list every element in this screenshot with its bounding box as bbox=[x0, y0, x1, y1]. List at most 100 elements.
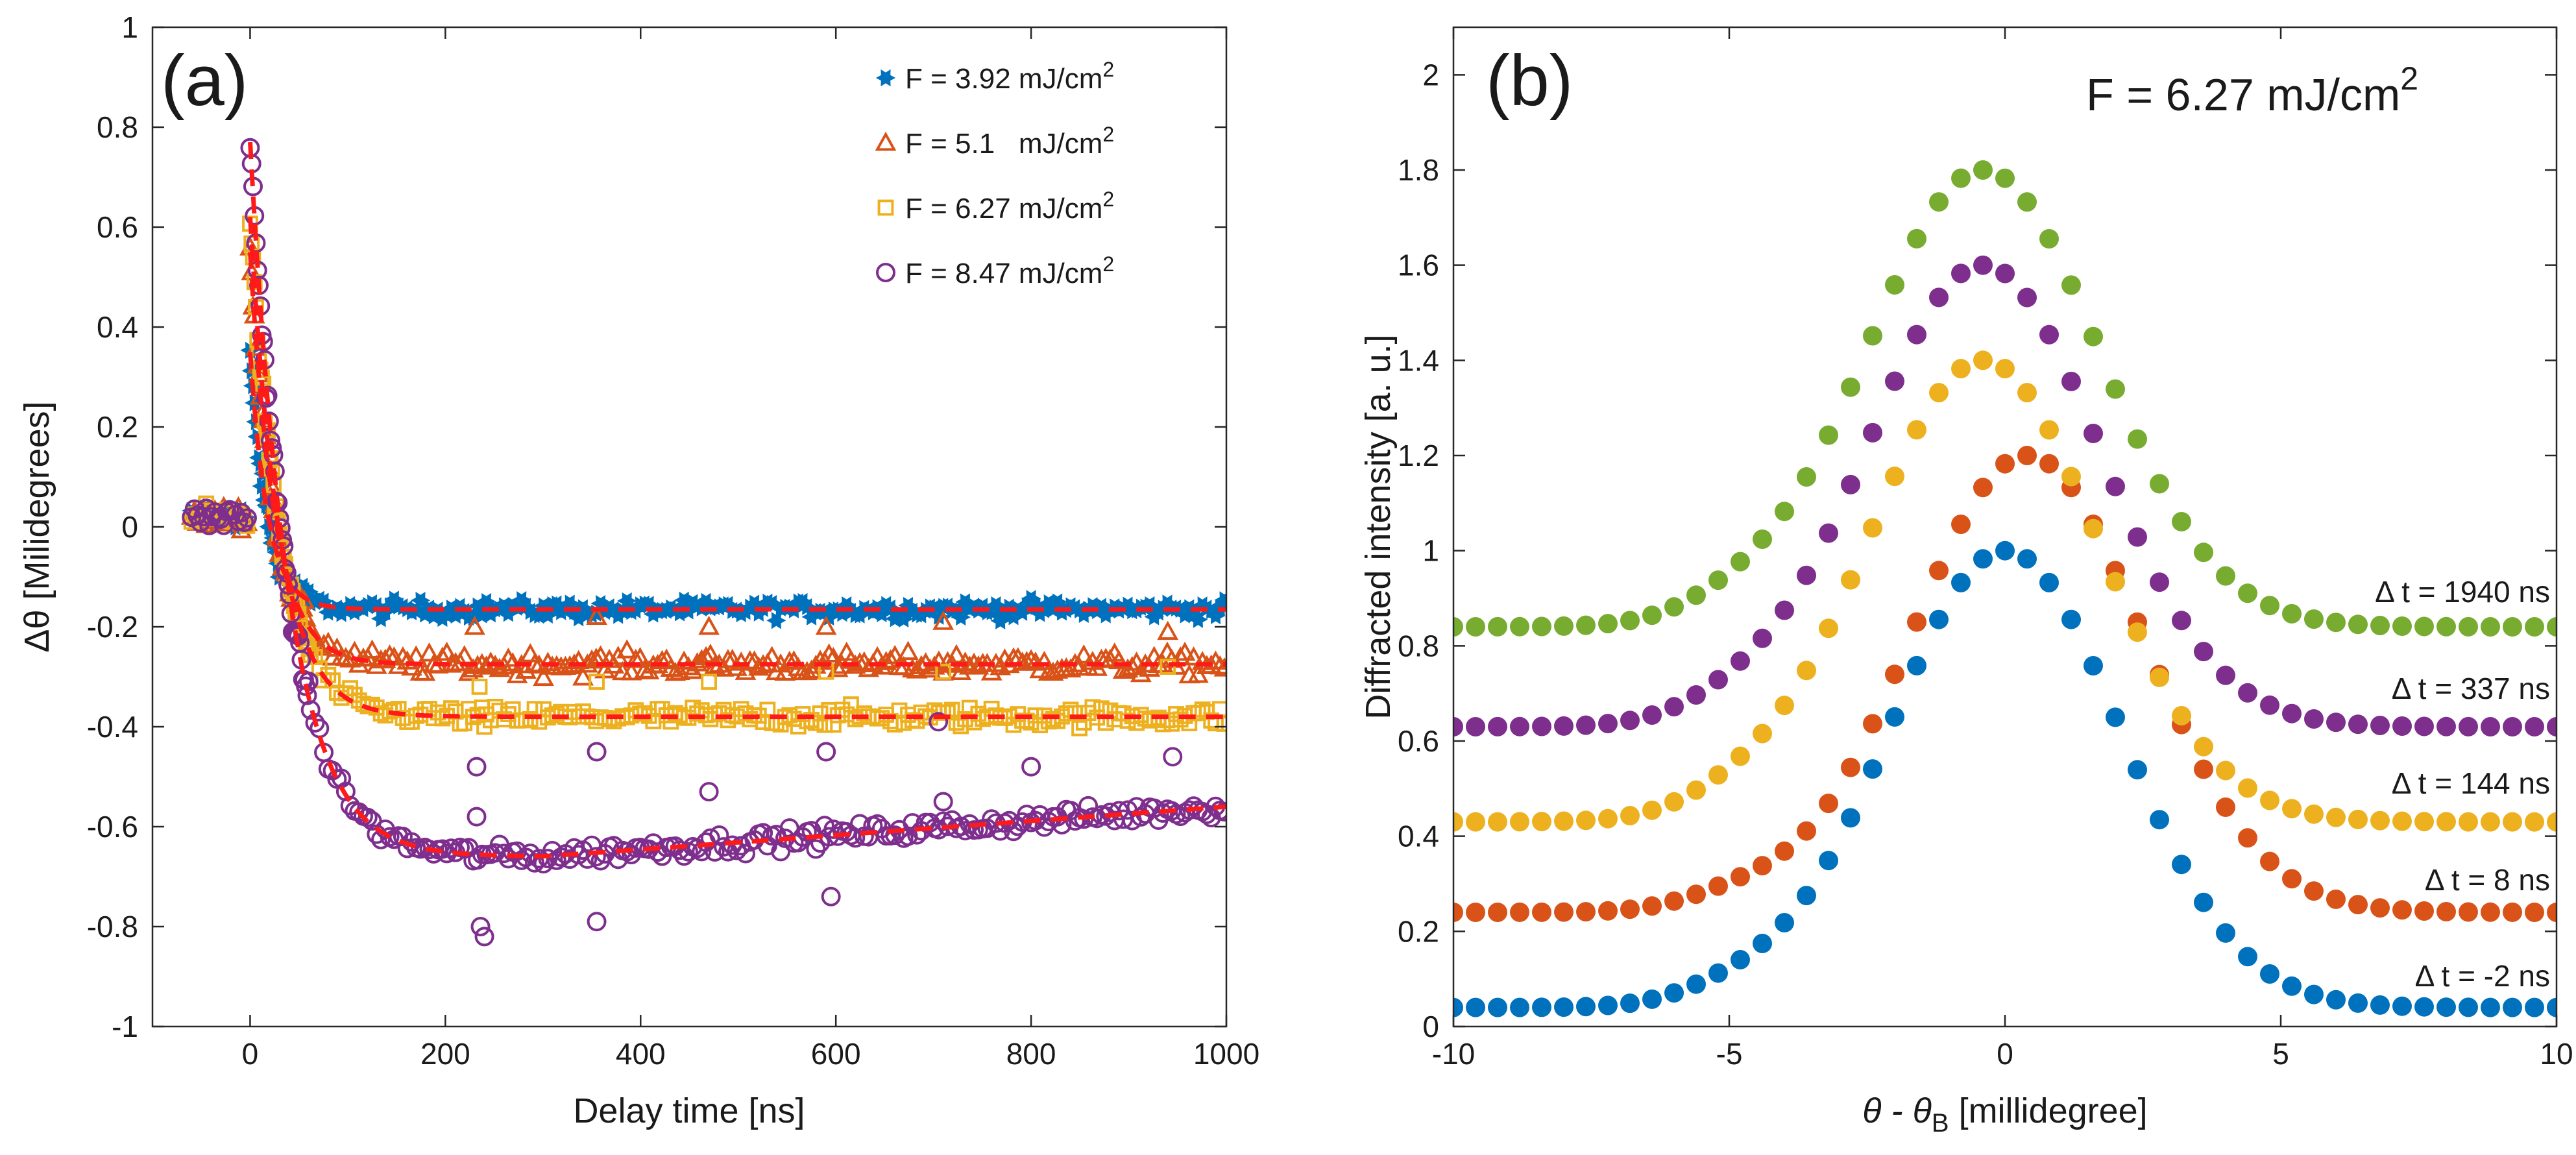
data-point bbox=[1885, 664, 1904, 685]
a-xtick-label: 1000 bbox=[1193, 1037, 1259, 1071]
data-point bbox=[568, 650, 590, 670]
a-ytick-label: 1 bbox=[121, 10, 138, 44]
data-point bbox=[2547, 997, 2557, 1017]
data-point bbox=[1453, 903, 1463, 922]
data-point bbox=[2260, 695, 2279, 715]
a-ytick-label: -0.2 bbox=[87, 610, 138, 644]
data-point bbox=[2128, 622, 2147, 642]
data-point bbox=[2150, 810, 2169, 830]
data-point bbox=[1532, 812, 1551, 832]
data-point bbox=[1797, 467, 1816, 487]
legend-label-4: F = 8.47 mJ/cm2 bbox=[905, 252, 1114, 289]
panel-b-ticks: -10 -5 0 5 10 0 0.2 0.4 0.6 0.8 1 1.2 1.4 1.6 1.8 2 bbox=[1398, 27, 2573, 1071]
b-xtick-label: -10 bbox=[1432, 1037, 1475, 1071]
data-point bbox=[2459, 902, 2478, 922]
data-point bbox=[2238, 828, 2257, 848]
data-point bbox=[669, 661, 690, 681]
data-point bbox=[1598, 901, 1618, 921]
data-point bbox=[1488, 997, 1507, 1017]
data-point bbox=[2326, 712, 2346, 733]
data-point bbox=[585, 648, 607, 667]
data-point bbox=[2061, 275, 2081, 295]
curve-label-337ns: Δ t = 337 ns bbox=[2392, 672, 2550, 705]
b-ytick-label: 0.4 bbox=[1398, 820, 1439, 853]
outlier-point bbox=[1163, 747, 1183, 767]
data-point bbox=[2370, 716, 2390, 735]
data-point bbox=[1995, 454, 2015, 474]
data-point bbox=[1642, 800, 1662, 820]
outlier-point bbox=[464, 615, 485, 635]
data-point bbox=[1731, 552, 1750, 572]
data-point bbox=[1819, 794, 1838, 814]
data-point bbox=[1453, 812, 1463, 832]
data-point bbox=[2194, 759, 2213, 779]
data-point bbox=[237, 508, 257, 528]
data-point bbox=[884, 644, 906, 664]
data-point bbox=[1598, 808, 1618, 829]
data-point bbox=[858, 657, 879, 677]
data-point bbox=[581, 649, 603, 669]
a-xtick-label: 800 bbox=[1006, 1037, 1056, 1071]
data-point bbox=[1929, 287, 1949, 308]
data-point bbox=[1488, 812, 1507, 832]
outlier-point bbox=[476, 718, 492, 735]
data-point bbox=[1466, 617, 1485, 637]
data-point bbox=[1174, 641, 1196, 661]
data-point bbox=[2084, 518, 2103, 539]
data-point bbox=[2414, 901, 2434, 921]
data-point bbox=[1907, 420, 1926, 440]
data-point bbox=[572, 666, 594, 686]
data-point bbox=[2326, 613, 2346, 633]
data-point bbox=[1078, 796, 1099, 816]
data-point bbox=[1620, 899, 1640, 919]
data-point bbox=[1819, 851, 1838, 871]
data-point bbox=[814, 816, 834, 836]
data-point bbox=[392, 646, 414, 666]
data-point bbox=[2547, 717, 2557, 736]
data-point bbox=[2260, 964, 2279, 984]
data-point bbox=[2436, 997, 2456, 1017]
data-point bbox=[2106, 476, 2125, 496]
data-point bbox=[2106, 707, 2125, 727]
data-point bbox=[1885, 467, 1904, 487]
data-point bbox=[2414, 716, 2434, 736]
data-point bbox=[812, 705, 829, 722]
panel-a-legend: F = 3.92 mJ/cm2 F = 5.1 mJ/cm2 F = 6.27 … bbox=[875, 58, 1114, 289]
data-point bbox=[1466, 717, 1485, 736]
data-point bbox=[1139, 657, 1161, 677]
data-point bbox=[1213, 657, 1226, 677]
data-point bbox=[651, 650, 673, 670]
data-point bbox=[234, 513, 254, 533]
data-point bbox=[2414, 812, 2434, 832]
data-point bbox=[2459, 997, 2478, 1017]
data-point bbox=[1152, 653, 1174, 673]
data-point bbox=[2084, 424, 2103, 443]
data-point bbox=[1753, 628, 1772, 648]
b-ytick-label: 2 bbox=[1422, 58, 1439, 91]
data-point bbox=[1453, 617, 1463, 637]
data-point bbox=[1995, 541, 2015, 561]
data-point bbox=[1797, 821, 1816, 841]
data-point bbox=[1907, 324, 1926, 345]
data-point bbox=[1863, 518, 1882, 538]
data-point bbox=[1453, 717, 1463, 736]
data-point bbox=[1929, 192, 1949, 212]
data-point bbox=[1194, 701, 1211, 718]
data-point bbox=[747, 656, 770, 676]
data-point bbox=[2150, 474, 2169, 494]
data-point bbox=[2525, 617, 2544, 637]
data-point bbox=[2370, 995, 2390, 1015]
data-point bbox=[462, 658, 484, 678]
data-point bbox=[1863, 422, 1882, 443]
data-point bbox=[774, 661, 796, 681]
data-point bbox=[2106, 572, 2125, 592]
data-point bbox=[690, 649, 712, 668]
data-point bbox=[2238, 683, 2257, 703]
curve-0 bbox=[1453, 541, 2557, 1017]
data-point bbox=[1797, 565, 1816, 585]
data-point bbox=[2503, 812, 2522, 832]
data-point bbox=[2017, 446, 2037, 465]
a-ytick-label: 0 bbox=[121, 510, 138, 544]
data-point bbox=[1731, 950, 1750, 969]
legend-entry-1: F = 3.92 mJ/cm2 bbox=[875, 58, 1114, 95]
